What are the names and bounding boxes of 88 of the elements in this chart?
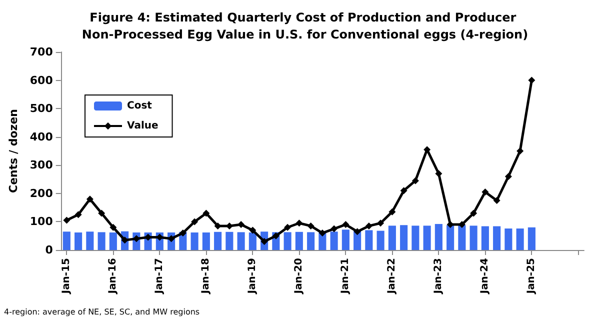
bar (481, 226, 489, 250)
point (516, 148, 524, 154)
y-tick-label: 700 (30, 46, 54, 58)
y-tick-label: 400 (30, 130, 54, 144)
point (214, 222, 222, 230)
text: 4-region: average of NE, SE, SC, and MW regions (4, 308, 200, 316)
bar (214, 232, 222, 250)
chart-title: Figure 4: Estimated Quarterly Cost of Production and Producer Non-Processed Egg Value in U.S. for Conventional eggs (4-region) (82, 10, 528, 42)
point (86, 196, 94, 203)
legend-label: Value (127, 120, 158, 132)
point (272, 232, 280, 240)
point (318, 230, 326, 237)
bar (434, 224, 442, 250)
bar (295, 232, 303, 250)
point (377, 220, 384, 227)
x-tick-label: Jan-19 (247, 258, 258, 295)
bar (412, 226, 420, 250)
point (435, 170, 442, 178)
bar (458, 225, 466, 250)
point (354, 228, 361, 236)
y-tick-label: 200 (30, 186, 54, 200)
point (74, 211, 82, 218)
y-tick-label: 100 (30, 215, 54, 228)
bar (516, 228, 524, 250)
x-tick-label: Jan-16 (108, 258, 119, 295)
bar (365, 230, 373, 250)
point (470, 210, 478, 217)
point (365, 222, 372, 230)
point (98, 210, 106, 217)
x-tick-label: Jan-15 (61, 258, 72, 295)
point (388, 208, 396, 216)
bar (330, 232, 338, 250)
point (342, 221, 350, 228)
y-tick-label: 500 (30, 102, 54, 116)
x-tick-label: Jan-21 (340, 258, 352, 295)
point (330, 225, 338, 232)
bar (190, 232, 198, 250)
bar (202, 232, 210, 250)
point (493, 197, 500, 204)
bar (342, 230, 350, 250)
point (63, 216, 70, 224)
bar (504, 228, 512, 250)
y-axis-title: Cents / dozen (7, 109, 20, 193)
x-tick-label: Jan-25 (526, 258, 538, 295)
bar (446, 225, 454, 250)
point (110, 224, 117, 231)
point (412, 177, 419, 184)
bar (423, 226, 431, 250)
bar (226, 232, 234, 250)
point (202, 210, 210, 217)
x-tick-label: Jan-23 (433, 258, 444, 295)
y-tick-label: 300 (30, 158, 54, 172)
bar (307, 232, 315, 250)
point (307, 222, 314, 230)
point (191, 218, 198, 226)
bar (109, 232, 117, 250)
bar (400, 225, 408, 250)
point (528, 76, 536, 84)
point (238, 221, 245, 228)
point (424, 146, 431, 154)
point (284, 224, 292, 231)
x-tick-label: Jan-20 (294, 258, 305, 295)
x-tick-label: Jan-17 (154, 258, 166, 295)
bar (98, 232, 106, 250)
bar (62, 232, 70, 250)
point (446, 221, 454, 228)
point (482, 188, 489, 196)
bar (237, 232, 245, 250)
point (400, 187, 408, 194)
point (249, 226, 256, 234)
point (504, 172, 512, 180)
x-tick-label: Jan-18 (200, 258, 212, 295)
bar (528, 227, 536, 250)
legend-label: Cost (127, 100, 152, 112)
bar (493, 226, 501, 250)
bar (248, 232, 256, 250)
point (179, 230, 186, 237)
x-tick-label: Jan-22 (386, 258, 398, 295)
bar (74, 232, 82, 250)
bar (86, 232, 94, 250)
x-tick-label: Jan-24 (480, 258, 491, 295)
y-tick-label: 600 (30, 74, 54, 87)
bar (376, 230, 384, 250)
bar (470, 226, 478, 250)
bar (284, 232, 292, 250)
bar (388, 226, 396, 250)
y-tick-label: 0 (45, 244, 54, 256)
point (296, 220, 303, 227)
